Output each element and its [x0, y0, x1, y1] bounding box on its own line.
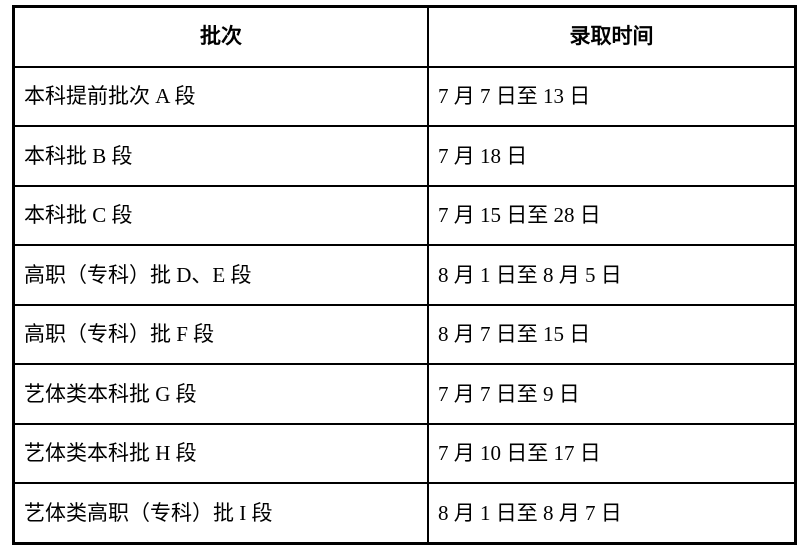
- admission-schedule-table: 批次 录取时间 本科提前批次 A 段 7 月 7 日至 13 日 本科批 B 段…: [12, 5, 797, 545]
- batch-cell: 艺体类高职（专科）批 I 段: [12, 482, 429, 545]
- time-cell: 7 月 7 日至 13 日: [426, 65, 797, 128]
- table-row: 本科提前批次 A 段 7 月 7 日至 13 日: [12, 65, 797, 128]
- batch-cell: 高职（专科）批 F 段: [12, 303, 429, 366]
- table-row: 艺体类本科批 H 段 7 月 10 日至 17 日: [12, 422, 797, 485]
- time-cell: 8 月 1 日至 8 月 7 日: [426, 482, 797, 545]
- table-row: 高职（专科）批 F 段 8 月 7 日至 15 日: [12, 303, 797, 366]
- column-header-admission-time: 录取时间: [426, 5, 797, 68]
- time-cell: 7 月 7 日至 9 日: [426, 363, 797, 425]
- time-cell: 7 月 15 日至 28 日: [426, 184, 797, 247]
- table-row: 本科批 C 段 7 月 15 日至 28 日: [12, 184, 797, 247]
- batch-cell: 艺体类本科批 H 段: [12, 422, 429, 485]
- time-cell: 7 月 18 日: [426, 125, 797, 187]
- batch-cell: 高职（专科）批 D、E 段: [12, 244, 429, 306]
- time-cell: 7 月 10 日至 17 日: [426, 422, 797, 485]
- batch-cell: 本科提前批次 A 段: [12, 65, 429, 128]
- header-row: 批次 录取时间: [12, 5, 797, 68]
- table-row: 本科批 B 段 7 月 18 日: [12, 125, 797, 187]
- time-cell: 8 月 7 日至 15 日: [426, 303, 797, 366]
- time-cell: 8 月 1 日至 8 月 5 日: [426, 244, 797, 306]
- batch-cell: 本科批 B 段: [12, 125, 429, 187]
- table-row: 艺体类本科批 G 段 7 月 7 日至 9 日: [12, 363, 797, 425]
- table-row: 高职（专科）批 D、E 段 8 月 1 日至 8 月 5 日: [12, 244, 797, 306]
- batch-cell: 本科批 C 段: [12, 184, 429, 247]
- batch-cell: 艺体类本科批 G 段: [12, 363, 429, 425]
- column-header-batch: 批次: [12, 5, 429, 68]
- table-row: 艺体类高职（专科）批 I 段 8 月 1 日至 8 月 7 日: [12, 482, 797, 545]
